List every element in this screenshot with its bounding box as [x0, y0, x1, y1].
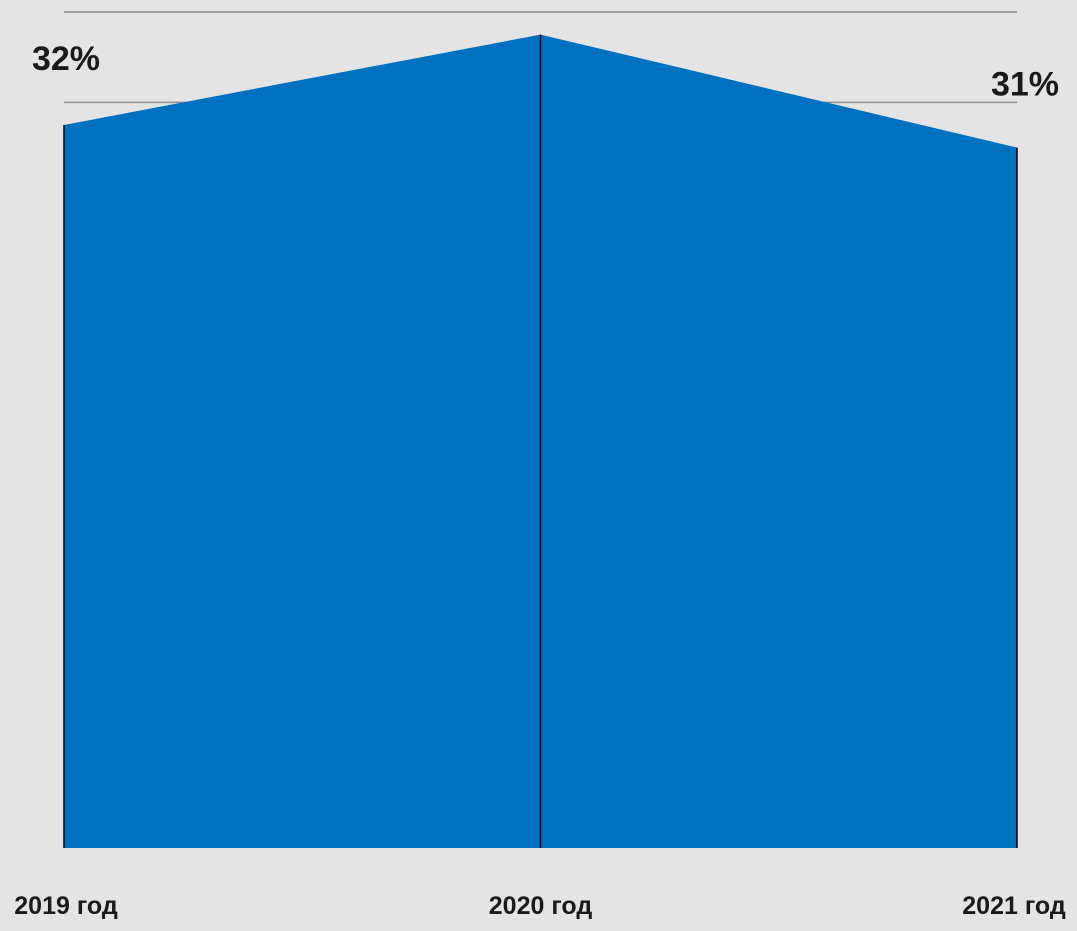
x-tick-label: 2020 год — [489, 892, 593, 920]
data-label: 31% — [991, 66, 1059, 104]
x-axis-tick-labels: 2019 год 2020 год 2021 год — [14, 892, 1066, 920]
area-series — [63, 34, 1018, 848]
data-label: 36% — [506, 0, 574, 7]
data-label: 32% — [32, 40, 100, 78]
x-tick-label: 2021 год — [962, 892, 1066, 920]
x-tick-label: 2019 год — [14, 892, 118, 920]
data-labels: 32% 36% 31% — [32, 0, 1059, 104]
